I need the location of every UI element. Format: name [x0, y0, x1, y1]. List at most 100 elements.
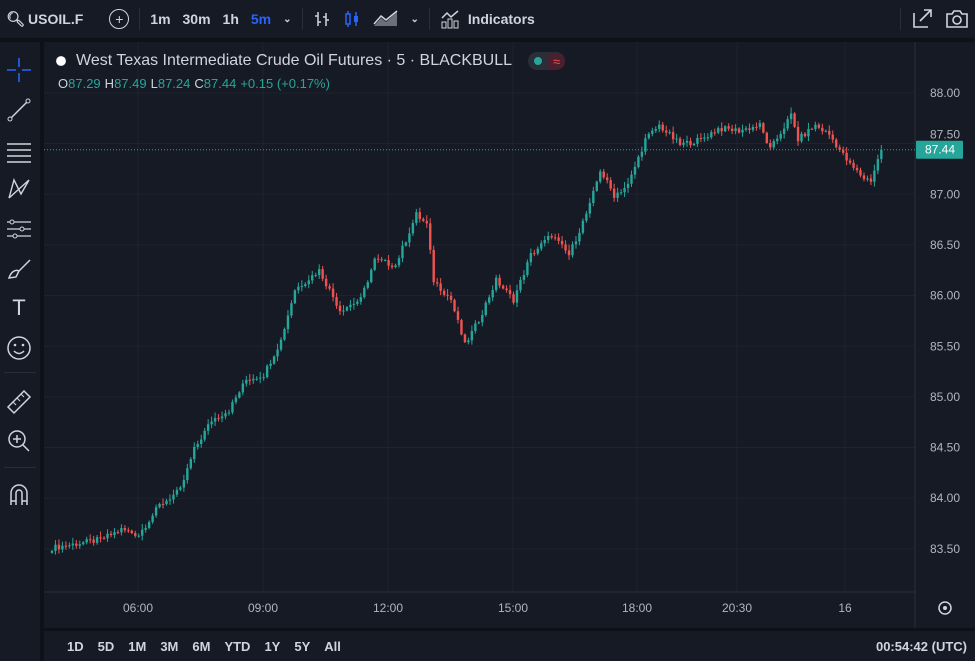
- candle: [477, 322, 481, 324]
- brush-icon[interactable]: [5, 255, 33, 283]
- candle: [460, 319, 463, 335]
- candle: [529, 253, 533, 263]
- candle: [727, 126, 730, 129]
- candle: [435, 282, 439, 284]
- change-value: +0.15 (+0.17%): [240, 76, 330, 91]
- candle: [557, 237, 560, 241]
- time-axis[interactable]: 06:00 09:00 12:00 15:00 18:00 20:30 16: [123, 601, 852, 615]
- chevron-down-icon[interactable]: ⌄: [283, 13, 292, 25]
- candle: [720, 128, 723, 132]
- range-1m[interactable]: 1M: [128, 638, 147, 654]
- candle: [383, 260, 387, 262]
- candle: [283, 329, 286, 340]
- range-5d[interactable]: 5D: [97, 638, 115, 654]
- candle: [588, 203, 592, 214]
- candle: [647, 133, 651, 139]
- candle: [782, 128, 786, 134]
- open-dot-icon: [534, 57, 543, 65]
- candle: [370, 269, 373, 283]
- candle: [713, 132, 716, 134]
- range-5y[interactable]: 5Y: [294, 638, 311, 654]
- candle: [317, 269, 321, 276]
- candle: [324, 278, 328, 287]
- candle: [519, 279, 522, 291]
- candle: [213, 418, 217, 422]
- emoji-icon[interactable]: [5, 334, 33, 362]
- candle: [200, 439, 203, 444]
- divider: [900, 8, 901, 30]
- indicators-button[interactable]: Indicators: [434, 0, 541, 38]
- candle: [390, 265, 394, 268]
- fullscreen-icon[interactable]: [905, 0, 939, 38]
- candle: [703, 137, 706, 139]
- interval-5m[interactable]: 5m: [250, 11, 272, 27]
- indicators-icon: [441, 10, 459, 29]
- range-1y[interactable]: 1Y: [264, 638, 281, 654]
- candle: [505, 288, 508, 291]
- text-tool-icon[interactable]: T: [12, 295, 26, 320]
- chevron-down-icon[interactable]: ⌄: [410, 13, 419, 25]
- compare-button[interactable]: +: [89, 0, 135, 38]
- market-status[interactable]: ≈: [528, 52, 566, 70]
- candle: [75, 543, 78, 546]
- trend-line-icon[interactable]: [5, 96, 33, 124]
- bars-icon[interactable]: [307, 0, 337, 38]
- candle: [692, 143, 696, 146]
- price-chart[interactable]: 88.00 87.50 87.00 86.50 86.00 85.50 85.00 84.50…: [44, 42, 975, 628]
- range-6m[interactable]: 6M: [192, 638, 211, 654]
- price-tick-label: 86.00: [930, 289, 960, 303]
- zoom-in-icon[interactable]: [5, 427, 33, 455]
- range-3m[interactable]: 3M: [160, 638, 179, 654]
- candle: [626, 183, 630, 189]
- candle: [866, 178, 869, 180]
- candle: [88, 539, 92, 541]
- divider: [301, 8, 303, 30]
- candle: [397, 258, 401, 266]
- range-ytd[interactable]: YTD: [224, 638, 251, 654]
- candle: [685, 140, 689, 143]
- price-tick-label: 84.50: [930, 441, 960, 455]
- candle: [331, 288, 335, 298]
- candle: [623, 188, 626, 193]
- candle: [796, 126, 800, 142]
- symbol-label: USOIL.F: [28, 11, 84, 27]
- candle: [387, 260, 390, 266]
- camera-icon[interactable]: [939, 0, 975, 38]
- candles-icon[interactable]: [337, 0, 367, 38]
- candle: [776, 138, 779, 142]
- price-axis[interactable]: 88.00 87.50 87.00 86.50 86.00 85.50 85.00 84.50…: [930, 86, 960, 556]
- crosshair-icon[interactable]: [5, 56, 33, 84]
- forecast-icon[interactable]: [5, 215, 33, 243]
- candle: [182, 480, 186, 488]
- candle: [85, 539, 88, 543]
- fib-retracement-icon[interactable]: [5, 137, 33, 165]
- candle: [304, 284, 307, 287]
- chart-pane[interactable]: 88.00 87.50 87.00 86.50 86.00 85.50 85.00 84.50…: [44, 42, 975, 628]
- candle: [644, 138, 647, 152]
- interval-1m[interactable]: 1m: [150, 11, 171, 27]
- range-1d[interactable]: 1D: [67, 638, 84, 654]
- chart-title[interactable]: West Texas Intermediate Crude Oil Future…: [76, 52, 513, 69]
- candle: [831, 134, 834, 140]
- area-chart-icon[interactable]: [367, 0, 405, 38]
- candle: [696, 137, 699, 144]
- candle: [595, 181, 598, 191]
- time-tick-label: 09:00: [248, 601, 278, 615]
- settings-icon[interactable]: [938, 601, 952, 615]
- interval-1h[interactable]: 1h: [222, 11, 239, 27]
- symbol-search[interactable]: 🔍︎ USOIL.F: [0, 0, 89, 38]
- pattern-icon[interactable]: [5, 175, 33, 203]
- candle: [606, 177, 609, 181]
- candle: [404, 242, 408, 246]
- magnet-icon[interactable]: [5, 481, 33, 509]
- interval-30m[interactable]: 30m: [182, 11, 211, 27]
- range-all[interactable]: All: [324, 638, 341, 654]
- candle: [848, 160, 852, 163]
- candle: [730, 128, 734, 131]
- ruler-icon[interactable]: [5, 388, 33, 416]
- candle: [574, 241, 578, 245]
- utc-clock[interactable]: 00:54:42 (UTC): [875, 638, 967, 654]
- candle: [526, 262, 529, 276]
- divider: [4, 372, 36, 373]
- price-tick-label: 84.00: [930, 491, 960, 505]
